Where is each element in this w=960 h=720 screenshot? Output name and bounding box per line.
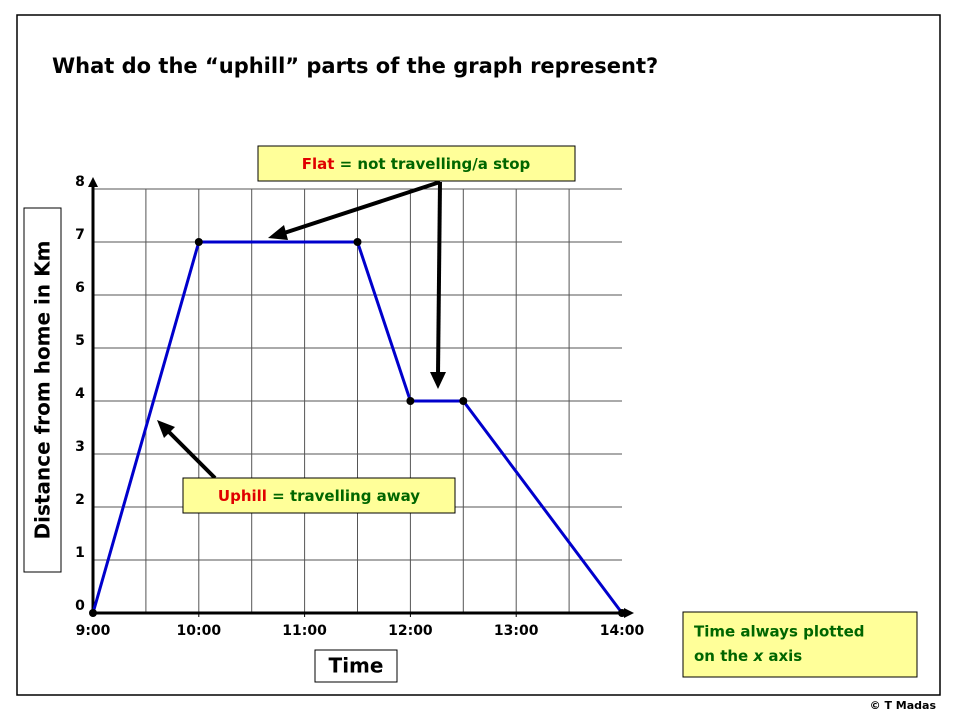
note-line: Time always plotted — [694, 623, 865, 641]
data-point — [406, 397, 415, 405]
y-tick-label: 4 — [75, 386, 85, 402]
x-tick-label: 13:00 — [494, 623, 539, 639]
x-tick-label: 10:00 — [177, 623, 222, 639]
description: = not travelling/a stop — [340, 155, 531, 173]
credit: © T Madas — [870, 699, 937, 712]
chart-title: What do the “uphill” parts of the graph … — [52, 54, 658, 78]
x-label-box — [314, 649, 398, 683]
y-label-box — [23, 207, 62, 573]
uphill-callout-text: Uphill = travelling away — [218, 487, 420, 505]
y-axis-label: Distance from home in Km — [31, 241, 55, 540]
flat-callout-text: Flat = not travelling/a stop — [302, 155, 531, 173]
x-tick-label: 9:00 — [76, 623, 111, 639]
x-tick-label: 12:00 — [388, 623, 433, 639]
arrow — [163, 426, 217, 480]
note-text: axis — [763, 647, 802, 665]
x-axis-arrow — [624, 608, 634, 618]
y-tick-label: 8 — [75, 174, 85, 190]
data-point — [89, 609, 97, 617]
x-tick-label: 14:00 — [600, 623, 645, 639]
y-tick-label: 2 — [75, 492, 85, 508]
y-tick-label: 7 — [75, 227, 85, 243]
y-tick-label: 1 — [75, 545, 85, 561]
data-point — [353, 238, 362, 246]
note-box — [682, 611, 918, 678]
arrowhead — [157, 420, 175, 438]
note-text: x — [752, 647, 764, 665]
y-tick-label: 3 — [75, 439, 85, 455]
y-tick-label: 5 — [75, 333, 85, 349]
uphill-callout — [182, 477, 456, 514]
keyword: Uphill — [218, 487, 267, 505]
arrow — [436, 181, 442, 376]
arrowhead — [430, 372, 446, 389]
y-tick-label: 6 — [75, 280, 85, 296]
x-tick-label: 11:00 — [282, 623, 327, 639]
y-tick-label: 0 — [75, 598, 85, 614]
data-point — [194, 238, 203, 246]
arrowhead — [268, 225, 288, 240]
note-text: on the — [694, 647, 753, 665]
y-axis-arrow — [88, 177, 98, 187]
description: = travelling away — [272, 487, 420, 505]
note-line: on the x axis — [694, 647, 802, 665]
slide-border — [16, 14, 941, 696]
plot: 0 1 2 3 4 5 6 7 8 9:00 10:00 11:00 12:00 13:00 14:00 — [75, 174, 644, 639]
arrow — [277, 180, 441, 237]
flat-callout — [257, 145, 576, 182]
series-line — [91, 240, 624, 614]
data-point — [618, 609, 626, 617]
keyword: Flat — [302, 155, 335, 173]
data-point — [459, 397, 468, 405]
x-axis-label: Time — [329, 654, 384, 678]
